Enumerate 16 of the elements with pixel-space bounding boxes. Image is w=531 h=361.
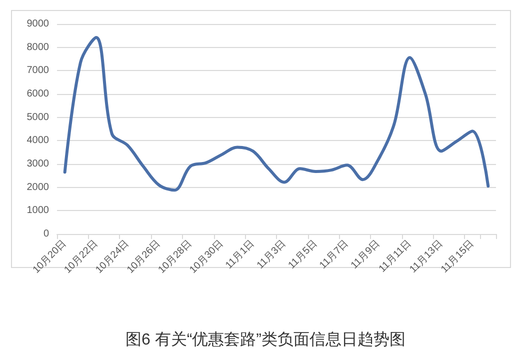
y-tick-label: 6000: [26, 88, 50, 100]
x-tick-label: 11月5日: [286, 238, 320, 272]
y-tick-label: 9000: [26, 18, 50, 30]
y-tick-label: 8000: [26, 42, 50, 53]
y-tick-label: 1000: [26, 205, 50, 216]
y-tick-label: 2000: [26, 182, 50, 193]
y-tick-label: 4000: [26, 135, 50, 146]
text: 图6 有关“优惠套路”类负面信息日趋势图: [126, 330, 406, 348]
x-tick-label: 11月7日: [318, 238, 351, 272]
line-series: [63, 36, 490, 192]
y-tick-label: 5000: [26, 112, 50, 123]
y-tick-label: 3000: [26, 158, 50, 170]
y-tick-label: 0: [43, 228, 50, 240]
y-tick-label: 7000: [26, 65, 50, 76]
x-tick-label: 11月3日: [255, 238, 288, 272]
x-tick-label: 11月1日: [224, 238, 257, 272]
